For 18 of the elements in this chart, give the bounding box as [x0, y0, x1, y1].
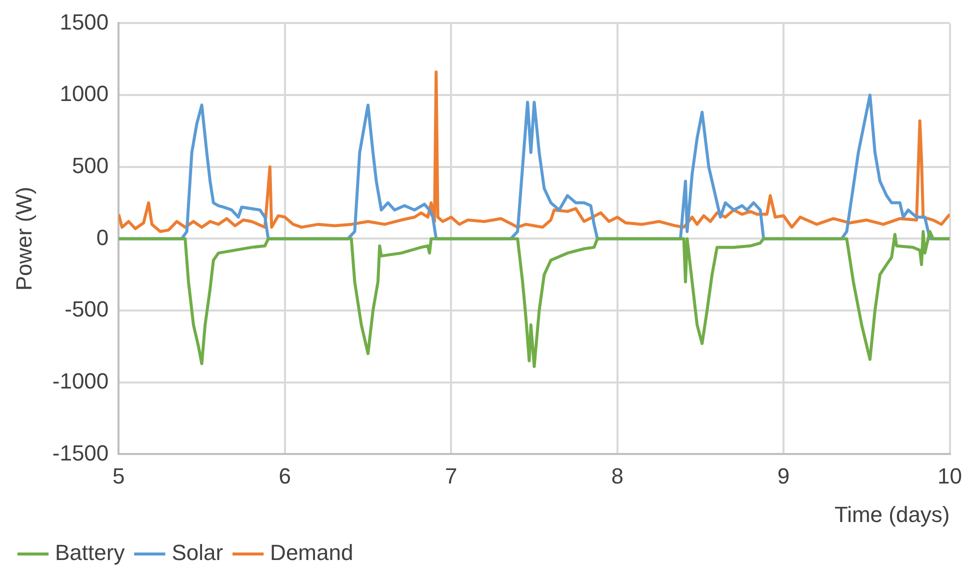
- legend-label: Battery: [55, 540, 125, 566]
- y-axis-title: Power (W): [11, 186, 36, 291]
- y-tick-label: 0: [96, 224, 109, 250]
- legend-label: Solar: [172, 540, 224, 566]
- y-tick-label: 1500: [60, 9, 109, 34]
- legend-label: Demand: [270, 540, 354, 566]
- y-tick-label: 1000: [60, 81, 109, 106]
- y-tick-label: -1000: [52, 368, 109, 394]
- x-tick-label: 5: [112, 463, 125, 488]
- x-tick-label: 10: [938, 463, 962, 488]
- y-tick-label: 500: [72, 152, 109, 178]
- x-tick-label: 8: [611, 463, 624, 488]
- y-tick-label: -1500: [52, 440, 109, 466]
- x-tick-label: 9: [777, 463, 790, 488]
- x-axis-title: Time (days): [834, 502, 950, 527]
- x-tick-label: 6: [278, 463, 292, 488]
- y-tick-label: -500: [64, 296, 109, 322]
- x-tick-label: 7: [444, 463, 458, 488]
